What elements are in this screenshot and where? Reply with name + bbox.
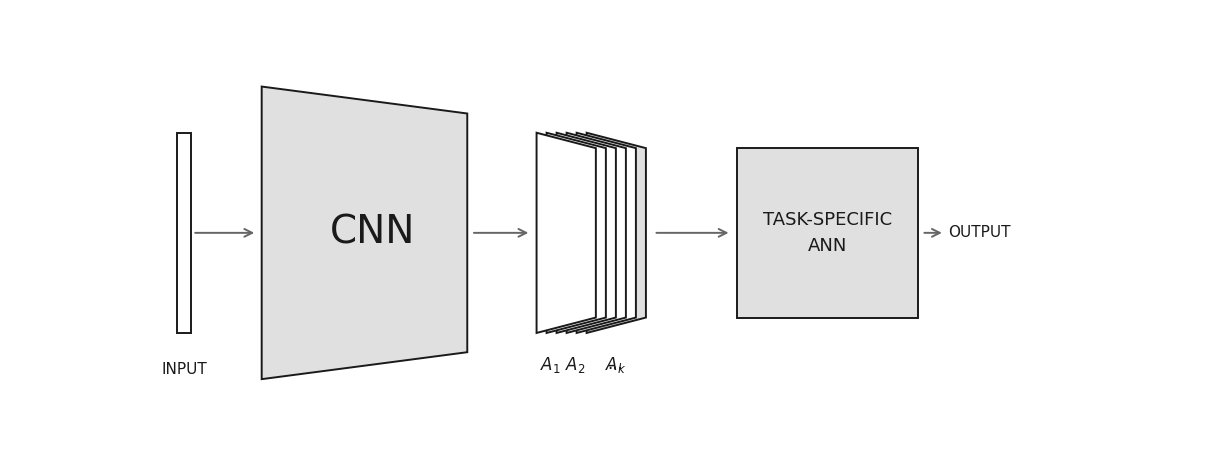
- Bar: [736, 148, 918, 317]
- Text: OUTPUT: OUTPUT: [948, 225, 1011, 240]
- Text: ...: ...: [607, 355, 623, 373]
- Text: $A_2$: $A_2$: [564, 355, 585, 374]
- Text: $A_k$: $A_k$: [605, 355, 627, 374]
- Polygon shape: [586, 133, 646, 333]
- Text: TASK-SPECIFIC
ANN: TASK-SPECIFIC ANN: [763, 211, 892, 255]
- Polygon shape: [557, 133, 616, 333]
- Polygon shape: [536, 133, 596, 333]
- Polygon shape: [567, 133, 625, 333]
- Text: $A_1$: $A_1$: [540, 355, 561, 374]
- Polygon shape: [577, 133, 636, 333]
- Polygon shape: [262, 87, 467, 379]
- Polygon shape: [546, 133, 606, 333]
- Bar: [177, 133, 191, 333]
- Text: INPUT: INPUT: [161, 362, 207, 377]
- Text: CNN: CNN: [329, 214, 414, 252]
